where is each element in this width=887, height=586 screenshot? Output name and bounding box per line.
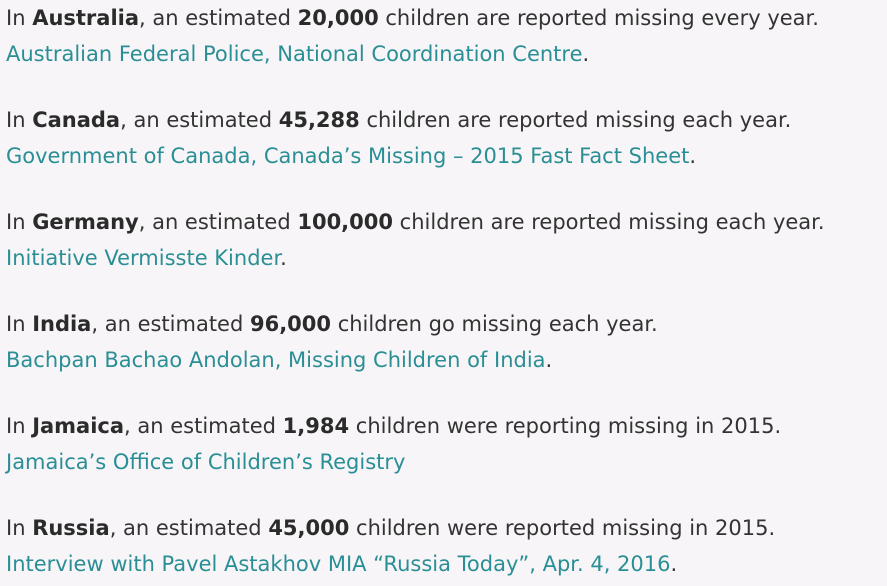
source-line: Jamaica’s Office of Children’s Registry — [6, 444, 882, 480]
text-estimated: , an estimated — [138, 210, 298, 234]
entry-jamaica: In Jamaica, an estimated 1,984 children … — [6, 408, 882, 480]
source-line: Government of Canada, Canada’s Missing –… — [6, 138, 882, 174]
missing-count: 20,000 — [297, 6, 379, 30]
country-name: Russia — [32, 516, 110, 540]
source-link[interactable]: Interview with Pavel Astakhov MIA “Russi… — [6, 552, 671, 576]
country-name: Australia — [32, 6, 140, 30]
text-estimated: , an estimated — [109, 516, 269, 540]
source-end: . — [280, 246, 287, 270]
country-name: Jamaica — [32, 414, 125, 438]
statistic-line: In Australia, an estimated 20,000 childr… — [6, 0, 882, 36]
text-in: In — [6, 6, 33, 30]
missing-count: 1,984 — [282, 414, 350, 438]
text-rest: children were reported missing in 2015. — [349, 516, 776, 540]
text-rest: children are reported missing every year… — [378, 6, 819, 30]
source-end: . — [582, 42, 590, 66]
text-estimated: , an estimated — [91, 312, 250, 336]
text-rest: children are reported missing each year. — [393, 210, 825, 234]
source-link[interactable]: Australian Federal Police, National Coor… — [6, 42, 583, 66]
entry-india: In India, an estimated 96,000 children g… — [6, 306, 882, 378]
source-end: . — [670, 552, 678, 576]
source-link[interactable]: Jamaica’s Office of Children’s Registry — [6, 450, 406, 474]
missing-count: 45,288 — [278, 108, 360, 132]
statistic-line: In Germany, an estimated 100,000 childre… — [6, 204, 882, 240]
source-end: . — [545, 348, 553, 372]
source-line: Initiative Vermisste Kinder. — [6, 240, 882, 276]
statistic-line: In Russia, an estimated 45,000 children … — [6, 510, 882, 546]
text-rest: children are reported missing each year. — [359, 108, 792, 132]
text-rest: children were reporting missing in 2015. — [349, 414, 782, 438]
country-name: India — [32, 312, 92, 336]
text-estimated: , an estimated — [124, 414, 283, 438]
text-in: In — [6, 108, 33, 132]
text-estimated: , an estimated — [139, 6, 298, 30]
text-in: In — [6, 312, 33, 336]
entry-canada: In Canada, an estimated 45,288 children … — [6, 102, 882, 174]
source-link[interactable]: Government of Canada, Canada’s Missing –… — [6, 144, 690, 168]
statistic-line: In Canada, an estimated 45,288 children … — [6, 102, 882, 138]
missing-count: 96,000 — [249, 312, 332, 336]
text-in: In — [6, 414, 33, 438]
text-in: In — [6, 210, 33, 234]
entry-germany: In Germany, an estimated 100,000 childre… — [6, 204, 882, 276]
missing-count: 100,000 — [297, 210, 393, 234]
country-name: Germany — [32, 210, 139, 234]
statistic-line: In Jamaica, an estimated 1,984 children … — [6, 408, 882, 444]
entry-australia: In Australia, an estimated 20,000 childr… — [6, 0, 882, 72]
text-in: In — [6, 516, 33, 540]
statistic-line: In India, an estimated 96,000 children g… — [6, 306, 882, 342]
source-line: Bachpan Bachao Andolan, Missing Children… — [6, 342, 882, 378]
country-name: Canada — [32, 108, 121, 132]
source-link[interactable]: Initiative Vermisste Kinder — [6, 246, 281, 270]
source-link[interactable]: Bachpan Bachao Andolan, Missing Children… — [6, 348, 546, 372]
entry-russia: In Russia, an estimated 45,000 children … — [6, 510, 882, 582]
source-line: Interview with Pavel Astakhov MIA “Russi… — [6, 546, 882, 582]
text-estimated: , an estimated — [120, 108, 279, 132]
source-line: Australian Federal Police, National Coor… — [6, 36, 882, 72]
missing-count: 45,000 — [268, 516, 350, 540]
text-rest: children go missing each year. — [331, 312, 658, 336]
source-end: . — [689, 144, 697, 168]
